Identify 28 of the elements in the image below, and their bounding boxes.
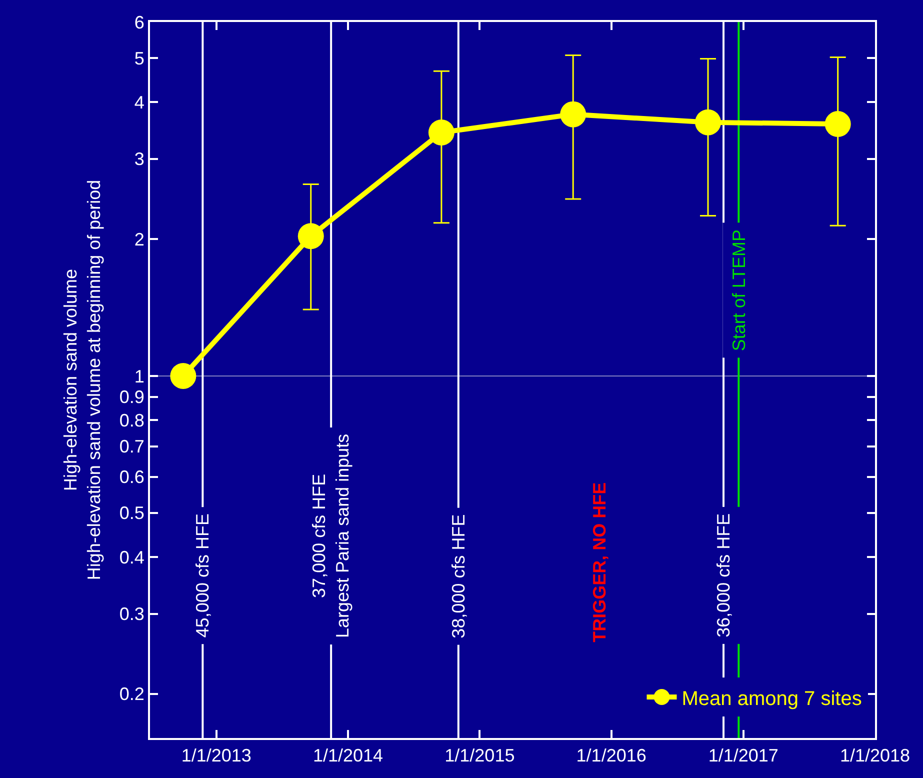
legend-label: Mean among 7 sites	[682, 688, 862, 710]
y-tick-label: 4	[134, 92, 144, 112]
y-tick-label: 0.6	[119, 467, 144, 488]
ref-line-label: Start of LTEMP	[729, 229, 750, 352]
y-axis-title: High-elevation sand volume High-elevation sand volume at beginning of period	[60, 180, 104, 580]
ref-line-label: 38,000 cfs HFE	[448, 514, 468, 638]
ref-line-label: 36,000 cfs HFE	[714, 513, 734, 638]
x-tick-label: 1/1/2014	[312, 746, 384, 766]
y-tick-label: 5	[134, 48, 144, 68]
y-tick-label: 1	[134, 366, 144, 386]
y-tick-label: 0.9	[119, 387, 144, 408]
ref-line-label: 37,000 cfs HFE Largest Paria sand inputs	[309, 434, 353, 638]
annotation: TRIGGER, NO HFE	[590, 482, 610, 642]
y-tick-label: 2	[134, 229, 144, 250]
y-tick-label: 0.8	[119, 410, 144, 430]
y-tick-label: 0.3	[119, 604, 144, 624]
x-tick-label: 1/1/2013	[181, 746, 252, 766]
ref-line-label: 45,000 cfs HFE	[192, 514, 213, 638]
y-tick-label: 6	[134, 12, 144, 32]
y-tick-label: 0.2	[119, 684, 144, 704]
y-tick-label: 3	[134, 149, 144, 170]
x-tick-label: 1/1/2016	[576, 746, 646, 766]
y-tick-label: 0.7	[119, 436, 144, 457]
x-tick-label: 1/1/2018	[840, 746, 910, 766]
y-tick-label: 0.4	[119, 547, 144, 568]
x-tick-label: 1/1/2017	[708, 746, 778, 766]
y-tick-label: 0.5	[119, 503, 144, 524]
x-tick-label: 1/1/2015	[444, 746, 515, 766]
